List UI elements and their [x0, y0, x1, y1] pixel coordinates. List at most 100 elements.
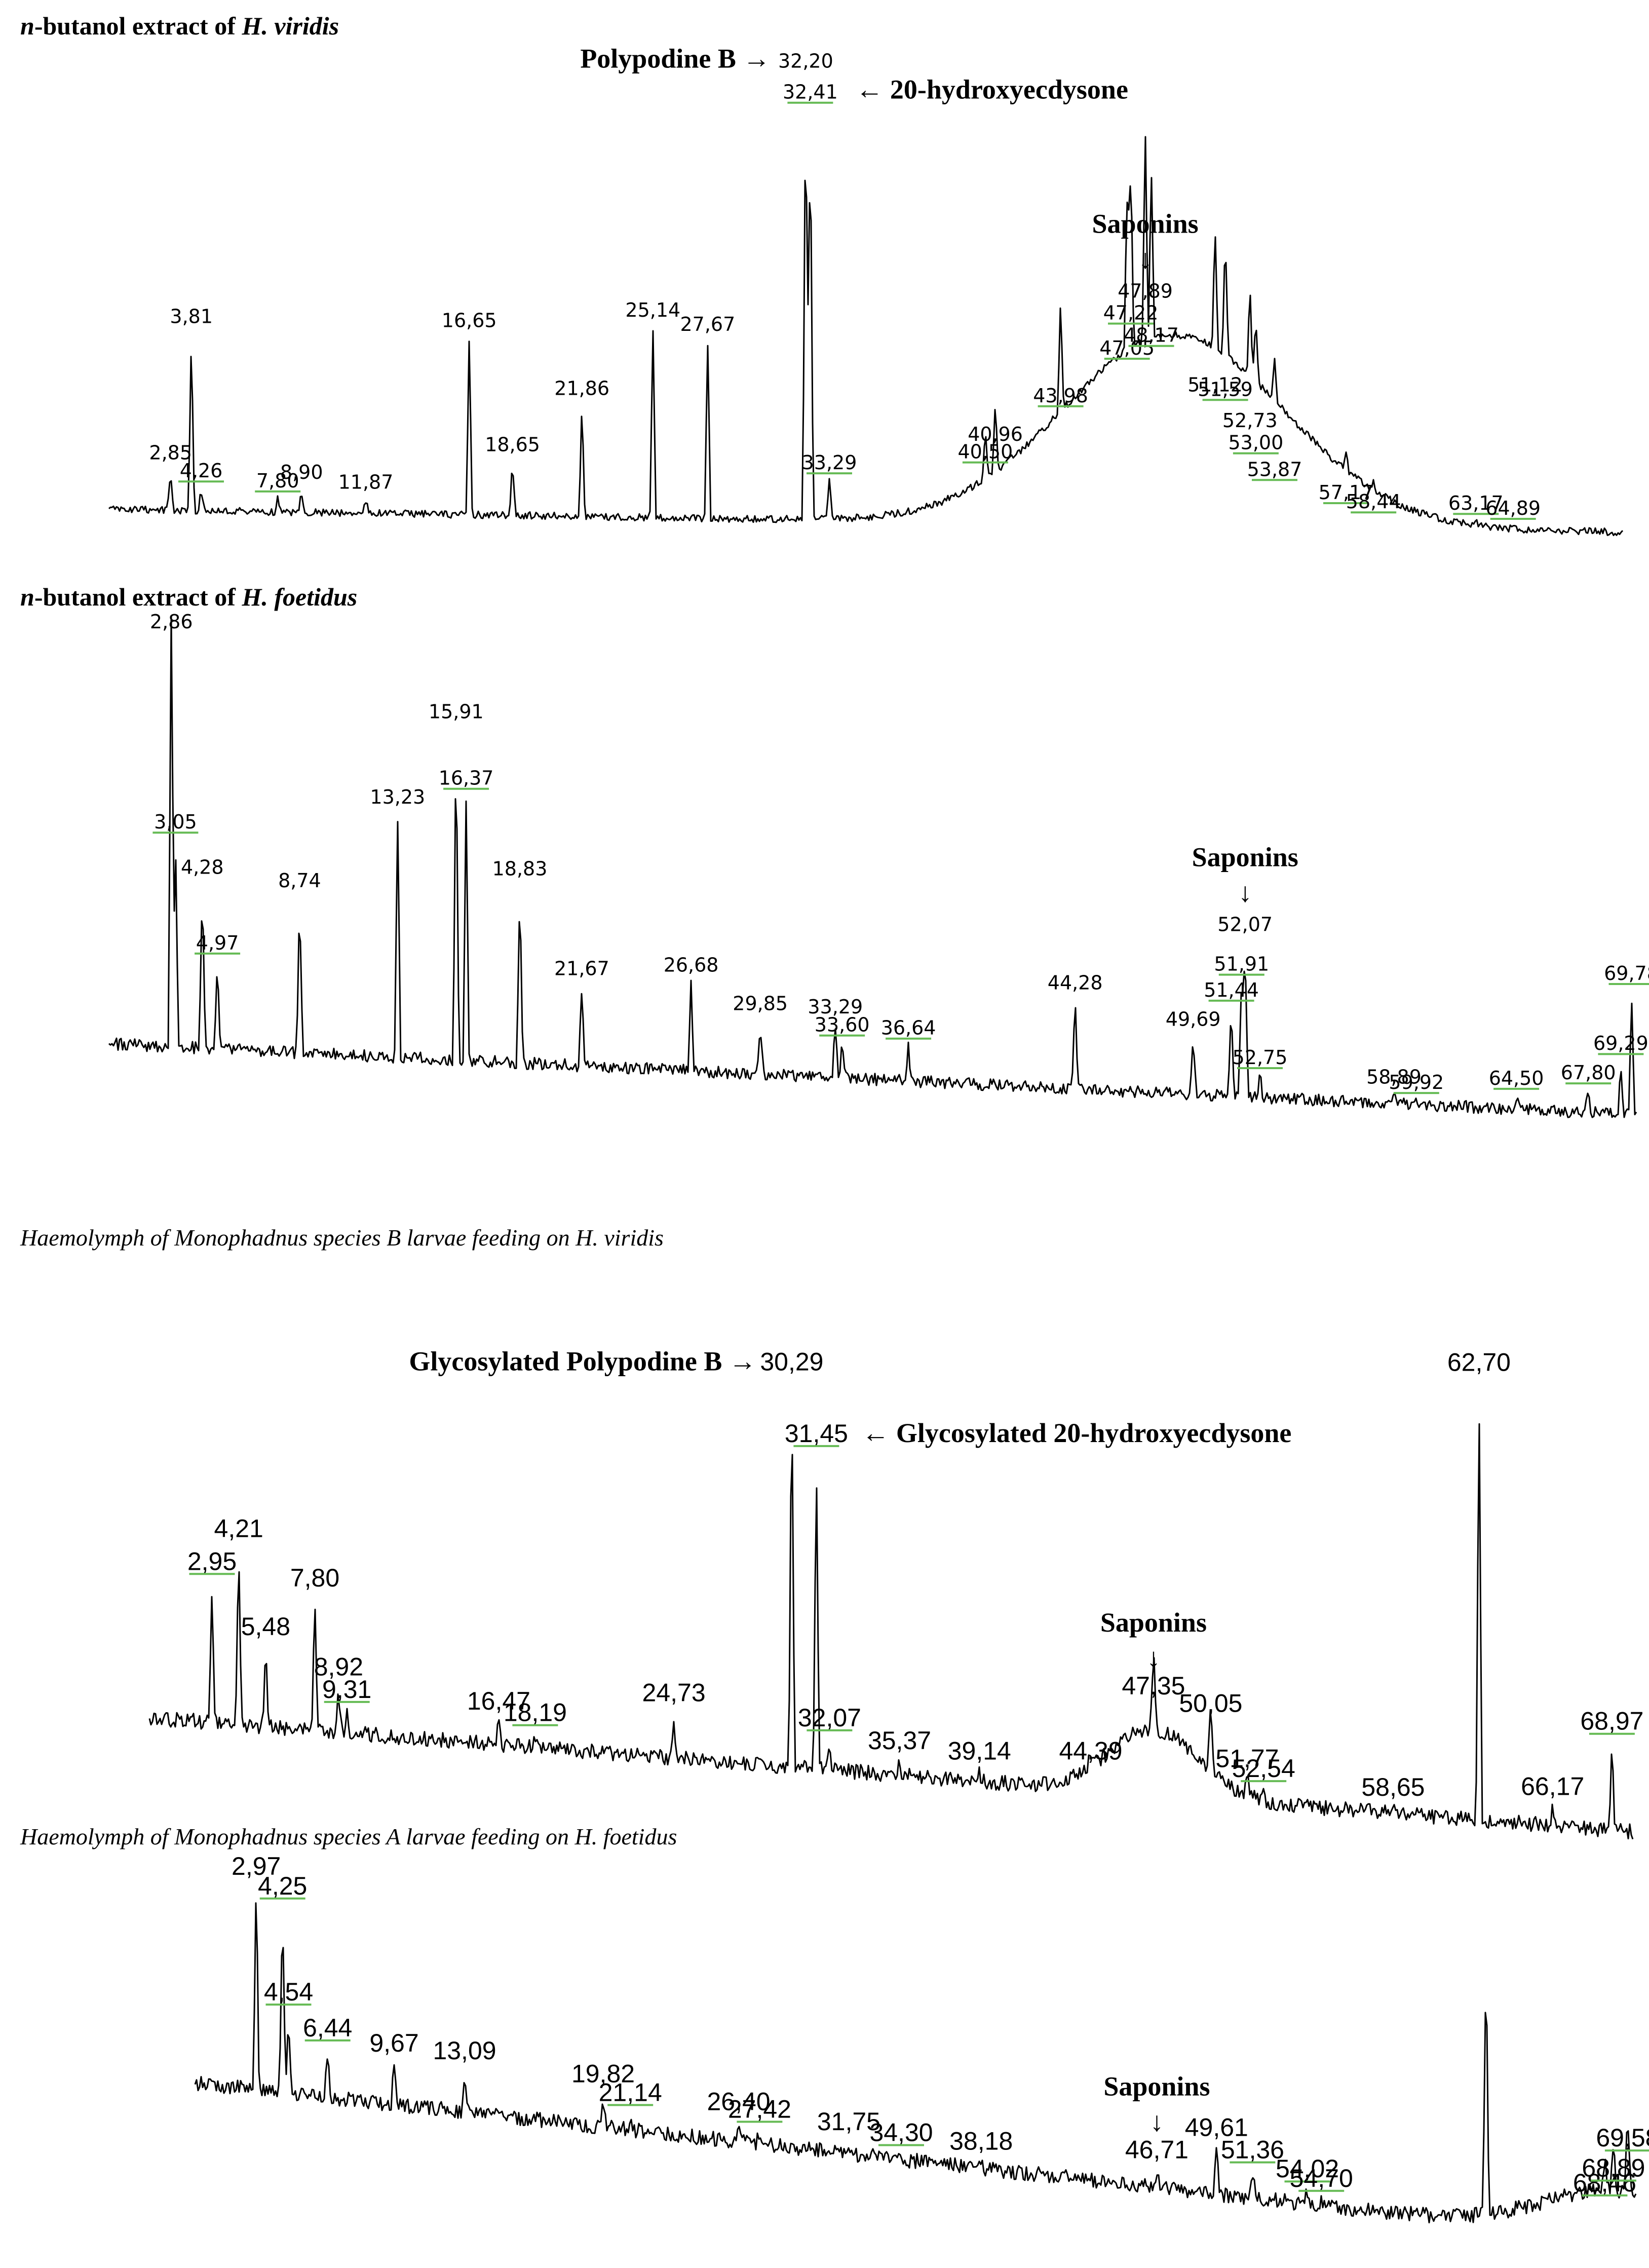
peak-label: 44,39 — [1059, 1736, 1122, 1765]
peak-label: 26,68 — [664, 954, 719, 976]
peak-label: 54,02 — [1276, 2154, 1339, 2183]
peak-label: 59,92 — [1389, 1071, 1444, 1093]
saponins-annotation: Saponins — [1092, 209, 1199, 239]
compound-annotation: ← Glycosylated 20-hydroxyecdysone — [862, 1418, 1291, 1448]
peak-label: 4,21 — [214, 1515, 263, 1543]
peak-label: 40,96 — [968, 423, 1023, 445]
peak-label: 4,26 — [180, 460, 223, 482]
peak-labels-hv-extract: 2,85 3,81 4,26 7,808,90 11,87 16,65 18,65 21,86… — [149, 44, 1541, 520]
peak-label: 39,14 — [948, 1737, 1011, 1765]
peak-label: 48,17 — [1124, 324, 1179, 347]
compound-annotation: Polypodine B → — [580, 44, 770, 74]
peak-label: 3,81 — [170, 305, 213, 327]
title-part: n — [20, 583, 34, 611]
title-part: species A larvae feeding on — [308, 1824, 574, 1849]
chromatogram-trace-hv-extract — [108, 136, 1624, 536]
peak-label: 32,41 — [783, 81, 838, 103]
title-part: -butanol extract of — [34, 12, 242, 40]
peak-label: 3,05 — [154, 811, 197, 833]
peak-label: 8,90 — [280, 461, 323, 483]
panel-title-species-b: Haemolymph of Monophadnus species B larv… — [20, 1225, 664, 1251]
saponins-annotation: Saponins — [1192, 842, 1298, 873]
title-part: H. viridis — [241, 12, 339, 40]
peak-label: 52,73 — [1222, 409, 1278, 432]
peak-label: 27,67 — [680, 313, 736, 335]
peak-label: 25,14 — [625, 299, 680, 321]
peak-label: 21,14 — [599, 2078, 662, 2106]
peak-label: 53,00 — [1229, 432, 1284, 454]
peak-label: 40,50 — [958, 441, 1013, 463]
peak-label: 47,89 — [1118, 280, 1173, 303]
peak-label: 19,82 — [571, 2059, 635, 2088]
peak-label: 18,19 — [504, 1698, 567, 1727]
peak-label: 8,74 — [278, 870, 321, 892]
peak-label: 16,65 — [442, 310, 497, 332]
peak-label: 57,17 — [1319, 481, 1374, 504]
title-part: n — [20, 12, 34, 40]
peak-label: 29,85 — [733, 992, 788, 1014]
panel-title-hf-extract: n-butanol extract of H. foetidus — [20, 583, 357, 611]
peak-label: 43,98 — [1033, 385, 1088, 407]
down-arrow-icon: ↓ — [1150, 2107, 1164, 2137]
peak-label: 26,40 — [707, 2088, 770, 2116]
peak-label: 44,28 — [1048, 972, 1103, 994]
peak-label: 52,75 — [1233, 1046, 1288, 1069]
peak-label: 50,05 — [1179, 1689, 1242, 1718]
saponins-annotation: Saponins — [1103, 2071, 1210, 2102]
peak-label: 67,80 — [1561, 1062, 1616, 1084]
peak-label: 49,69 — [1166, 1008, 1221, 1030]
peak-label: 51,36 — [1221, 2136, 1284, 2164]
peak-label: 64,50 — [1489, 1067, 1544, 1089]
chromatogram-trace-species-a — [194, 1902, 1637, 2223]
peak-label: 68,46 — [1573, 2169, 1636, 2197]
peak-label: 4,97 — [196, 932, 239, 954]
peak-label: 52,07 — [1217, 914, 1273, 936]
peak-label: 2,95 — [187, 1547, 237, 1575]
peak-label: 69,78 — [1604, 962, 1649, 985]
peak-label: 16,37 — [439, 767, 494, 789]
saponins-annotation: Saponins — [1100, 1607, 1207, 1638]
title-part: H. foetidus — [241, 583, 357, 611]
peak-label: 4,28 — [181, 856, 224, 879]
peak-label: 31,75 — [817, 2107, 880, 2136]
title-part: -butanol extract of — [34, 583, 242, 611]
chromatogram-trace-hf-extract — [108, 615, 1637, 1118]
peak-label: 7,80 — [290, 1564, 339, 1592]
panel-title-species-a: Haemolymph of Monophadnus species A larv… — [20, 1824, 677, 1849]
peak-label: 38,18 — [949, 2127, 1013, 2156]
down-arrow-icon: ↓ — [1238, 878, 1252, 908]
peak-label: 47,22 — [1103, 302, 1159, 324]
peak-label: 51,91 — [1214, 953, 1269, 975]
peak-label: 33,29 — [802, 451, 857, 474]
peak-label: 51,12 — [1187, 373, 1243, 396]
title-part: species B larvae feeding on — [308, 1225, 576, 1251]
peak-label: 36,64 — [881, 1017, 936, 1039]
peak-label: 7,80 — [256, 470, 299, 492]
peak-label: 66,17 — [1521, 1772, 1584, 1800]
peak-label: 69,29 — [1593, 1032, 1648, 1054]
peak-label: 18,83 — [492, 858, 548, 880]
peak-label: 8,92 — [314, 1653, 363, 1681]
peak-label: 47,05 — [1099, 337, 1155, 359]
panel-hv-extract: n-butanol extract of H. viridis 2,85 3,81… — [20, 12, 1624, 536]
peak-label: 2,85 — [149, 442, 192, 464]
peak-label: 58,44 — [1346, 490, 1401, 513]
peak-label: 32,20 — [778, 50, 833, 72]
peak-label: 63,17 — [1448, 492, 1504, 514]
peak-label: 11,87 — [338, 471, 394, 494]
peak-label: 35,37 — [868, 1726, 931, 1755]
peak-label: 68,89 — [1582, 2154, 1645, 2182]
peak-label: 21,67 — [554, 958, 609, 980]
peak-label: 9,67 — [369, 2029, 418, 2057]
peak-label: 51,44 — [1204, 979, 1259, 1001]
title-part: Monophadnus — [174, 1225, 308, 1251]
title-part: Haemolymph of — [20, 1824, 174, 1849]
panel-hf-extract: n-butanol extract of H. foetidus 2,86 3,0… — [20, 583, 1649, 1118]
panel-title-hv-extract: n-butanol extract of H. viridis — [20, 12, 339, 40]
peak-label: 13,23 — [370, 786, 425, 808]
peak-label: 47,35 — [1122, 1672, 1185, 1700]
title-part: H. viridis — [575, 1225, 664, 1251]
peak-label: 62,70 — [1447, 1348, 1511, 1377]
peak-label: 5,48 — [241, 1612, 290, 1641]
